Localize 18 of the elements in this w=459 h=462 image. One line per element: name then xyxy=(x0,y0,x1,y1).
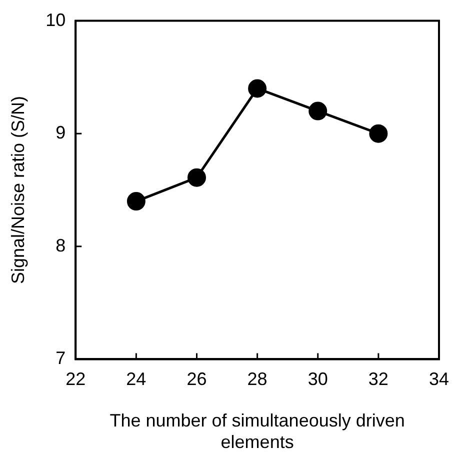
x-axis-title: The number of simultaneously driven elements xyxy=(110,410,405,452)
x-tick-label: 26 xyxy=(186,368,207,389)
x-tick-label: 28 xyxy=(247,368,268,389)
x-tick-label: 30 xyxy=(308,368,328,389)
point xyxy=(308,102,328,120)
point xyxy=(126,192,146,211)
y-tick-label: 10 xyxy=(46,10,66,30)
x-tick-label: 22 xyxy=(66,368,86,389)
y-axis-title: Signal/Noise ratio (S/N) xyxy=(8,96,28,284)
x-tick-label: 32 xyxy=(368,368,388,389)
y-tick-label: 8 xyxy=(56,235,66,256)
y-tick-label: 7 xyxy=(56,348,66,368)
point xyxy=(248,79,267,98)
x-tick-label: 24 xyxy=(126,368,146,389)
point xyxy=(187,168,206,187)
y-tick-label: 9 xyxy=(56,122,66,143)
point xyxy=(369,124,388,143)
x-tick-label: 34 xyxy=(428,368,450,389)
